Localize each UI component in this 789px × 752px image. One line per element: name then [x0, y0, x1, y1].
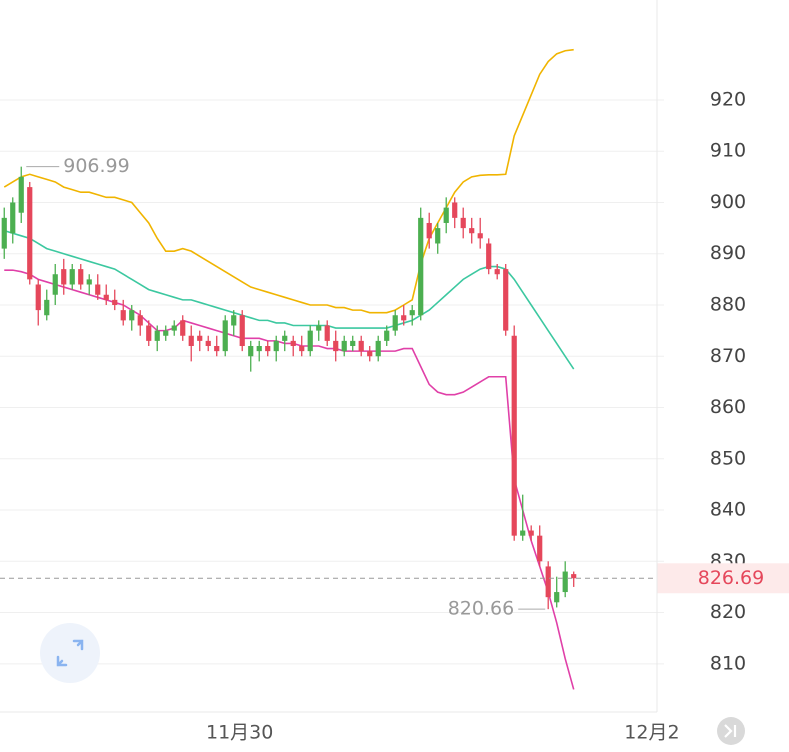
candle-body	[137, 315, 143, 326]
max-label: 906.99	[63, 155, 129, 177]
expand-circle	[40, 623, 100, 683]
band-line	[4, 269, 575, 690]
candle-body	[290, 340, 296, 347]
candle-body	[486, 243, 492, 270]
y-tick-label: 850	[710, 447, 746, 469]
candle-body	[392, 315, 398, 331]
candle-body	[214, 346, 220, 352]
candle-body	[273, 340, 279, 352]
candle-body	[154, 330, 160, 341]
band-line	[3, 48, 574, 314]
candle-body	[528, 530, 534, 536]
candle-body	[316, 325, 322, 331]
candle-body	[1, 217, 7, 249]
labels: 81082083084085086087088089090091092011月3…	[0, 88, 789, 744]
candle-body	[282, 335, 288, 341]
candle-body	[562, 571, 568, 593]
candle-body	[129, 310, 135, 321]
candle-body	[426, 222, 432, 239]
candle-body	[44, 299, 50, 316]
candle-body	[503, 269, 509, 331]
candle-body	[443, 207, 449, 223]
min-label: 820.66	[448, 598, 514, 620]
y-tick-label: 810	[710, 652, 746, 674]
candle-body	[256, 346, 262, 352]
candle-body	[69, 269, 75, 285]
candle-body	[571, 574, 577, 579]
candle-body	[469, 228, 475, 234]
grid	[0, 99, 664, 665]
candle-body	[307, 330, 313, 352]
y-tick-label: 870	[710, 345, 746, 367]
band-line	[4, 229, 575, 370]
candle-body	[146, 325, 152, 341]
candle-body	[52, 274, 58, 295]
candle-body	[112, 299, 118, 305]
candle-body	[375, 340, 381, 357]
candle-body	[384, 330, 390, 341]
candle-body	[35, 284, 41, 311]
candle-body	[78, 269, 84, 285]
candle-body	[239, 315, 245, 347]
candle-body	[350, 340, 356, 347]
candle-body	[333, 340, 339, 352]
candle-body	[460, 217, 466, 229]
candle-body	[27, 187, 33, 280]
last-price-box	[657, 563, 789, 594]
candle-body	[537, 535, 543, 562]
last-price-label: 826.69	[698, 567, 764, 589]
candle-body	[180, 320, 186, 336]
candle-body	[367, 351, 373, 357]
candle-body	[86, 279, 92, 285]
y-tick-label: 880	[710, 293, 746, 315]
candle-body	[103, 294, 109, 300]
candle-body	[494, 269, 500, 275]
candle-body	[341, 340, 347, 352]
scroll-end-icon	[724, 724, 737, 738]
x-tick-label: 12月2	[624, 722, 679, 744]
candle-body	[197, 335, 203, 341]
bands	[3, 48, 575, 690]
candle-body	[324, 325, 330, 341]
candle-body	[171, 325, 177, 331]
candle-body	[452, 202, 458, 218]
y-tick-label: 920	[710, 88, 746, 110]
candle-body	[511, 335, 517, 536]
y-tick-label: 890	[710, 242, 746, 264]
candle-body	[18, 176, 24, 213]
expand-button[interactable]	[40, 623, 100, 683]
candle-body	[222, 320, 228, 352]
candle-body	[205, 340, 211, 347]
candle-body	[231, 315, 237, 326]
expand-icon	[56, 639, 84, 667]
candle-body	[435, 228, 441, 244]
candle-body	[554, 592, 560, 603]
candle-body	[120, 310, 126, 321]
y-tick-label: 900	[710, 191, 746, 213]
candles	[1, 166, 577, 610]
y-tick-label: 860	[710, 396, 746, 418]
candle-body	[299, 346, 305, 352]
candle-body	[418, 217, 424, 316]
candle-body	[520, 530, 526, 536]
candle-body	[477, 233, 483, 239]
candle-body	[188, 335, 194, 347]
candle-body	[409, 310, 415, 316]
candle-body	[545, 566, 551, 598]
scroll-end-button[interactable]	[717, 717, 745, 745]
candle-body	[265, 346, 271, 352]
candle-body	[358, 340, 364, 352]
x-tick-label: 11月30	[206, 722, 273, 744]
y-tick-label: 840	[710, 499, 746, 521]
candle-body	[163, 330, 169, 336]
candle-body	[95, 284, 101, 295]
candle-body	[61, 269, 67, 285]
candle-body	[10, 202, 16, 234]
candle-body	[248, 346, 254, 357]
y-tick-label: 910	[710, 140, 746, 162]
y-tick-label: 820	[710, 601, 746, 623]
candle-body	[401, 315, 407, 321]
